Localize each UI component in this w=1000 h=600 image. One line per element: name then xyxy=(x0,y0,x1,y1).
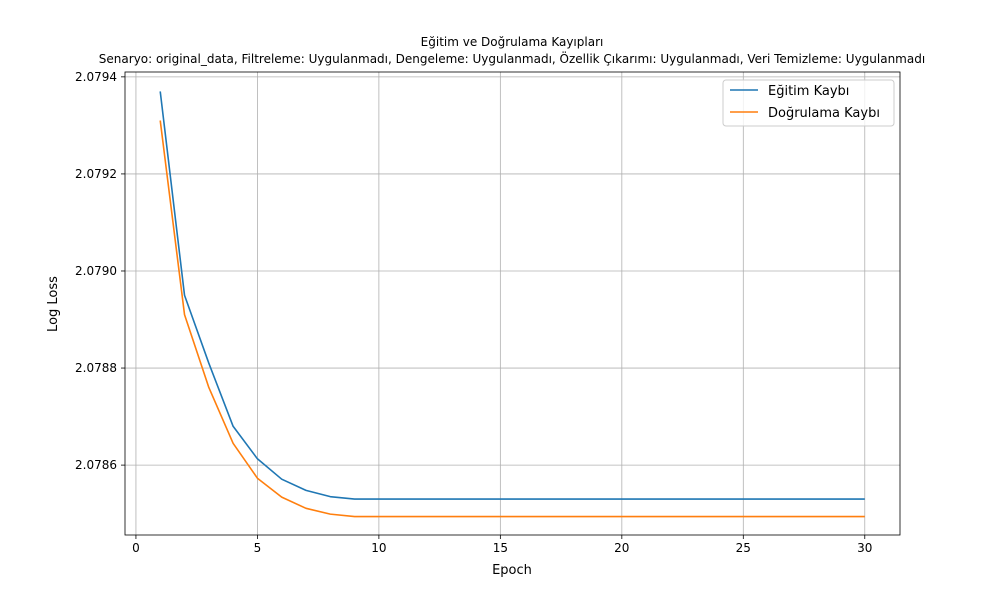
y-tick-label: 2.0790 xyxy=(75,264,117,278)
y-tick-label: 2.0786 xyxy=(75,458,117,472)
series-line-egitim-kaybi xyxy=(159,91,865,500)
legend: Eğitim Kaybı Doğrulama Kaybı xyxy=(722,79,895,127)
x-tick-label: 30 xyxy=(857,541,872,555)
y-tick-label: 2.0794 xyxy=(75,70,117,84)
x-tick-label: 0 xyxy=(132,541,140,555)
y-axis-label: Log Loss xyxy=(46,276,61,332)
y-tick-label: 2.0788 xyxy=(75,361,117,375)
axes xyxy=(124,71,901,536)
x-tick-label: 10 xyxy=(371,541,386,555)
chart-title: Eğitim ve Doğrulama Kayıpları xyxy=(421,35,604,49)
series-layer xyxy=(159,91,865,518)
legend-label-egitim-kaybi: Eğitim Kaybı xyxy=(768,84,849,99)
grid xyxy=(125,72,900,535)
chart-subtitle: Senaryo: original_data, Filtreleme: Uygu… xyxy=(99,50,925,66)
series-line-dogrulama-kaybi xyxy=(159,120,865,518)
x-tick-label: 15 xyxy=(493,541,508,555)
x-tick-label: 25 xyxy=(736,541,751,555)
x-tick-label: 20 xyxy=(614,541,629,555)
legend-box xyxy=(722,79,895,127)
x-axis-label: Epoch xyxy=(492,563,532,578)
ticks: 0 5 10 15 20 25 30 2.0786 2.0788 2.0790 2.0792 2.07… xyxy=(75,70,872,555)
x-tick-label: 5 xyxy=(254,541,262,555)
legend-label-dogrulama-kaybi: Doğrulama Kaybı xyxy=(768,106,880,121)
y-tick-label: 2.0792 xyxy=(75,167,117,181)
plot-frame xyxy=(124,71,901,536)
